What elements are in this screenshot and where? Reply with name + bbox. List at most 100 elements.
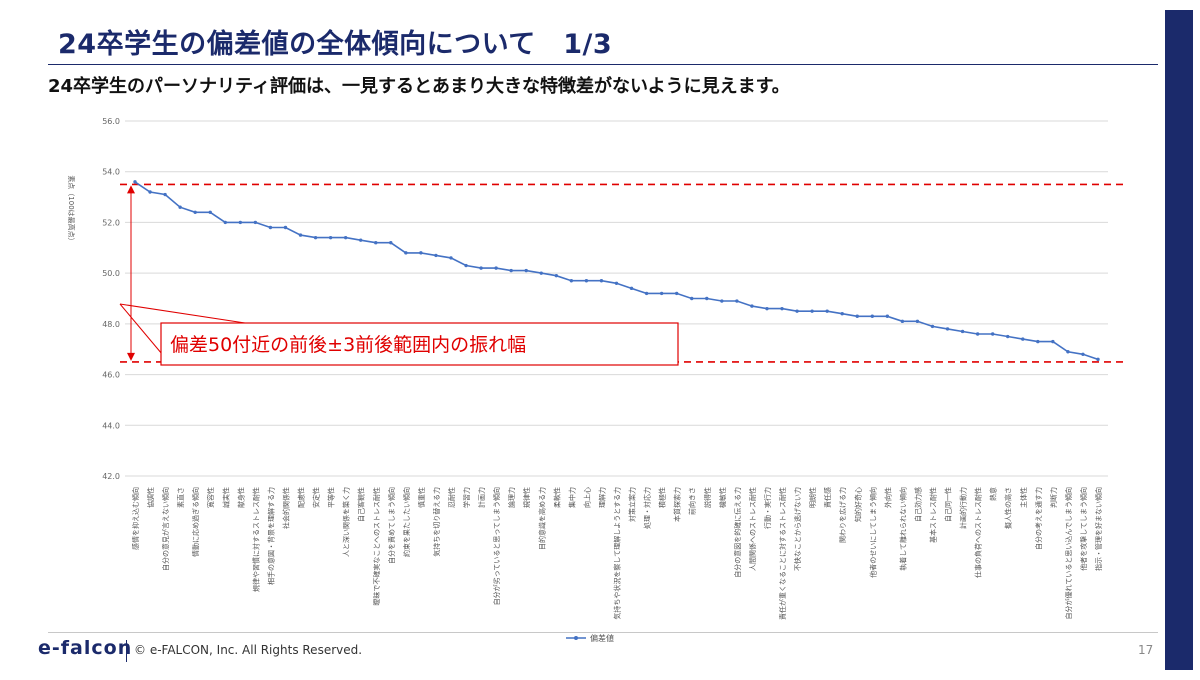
data-point <box>659 291 664 296</box>
x-tick-label: 配慮性 <box>297 487 306 508</box>
x-tick-label: 知的好奇心 <box>853 487 862 522</box>
data-point <box>238 220 243 225</box>
data-point <box>1021 337 1025 341</box>
callout-text: 偏差50付近の前後±3前後範囲内の振れ幅 <box>170 334 526 356</box>
data-point <box>343 235 348 240</box>
data-point <box>870 314 874 318</box>
x-tick-label: 規律や習慣に対するストレス耐性 <box>251 487 260 592</box>
y-tick-label: 42.0 <box>102 472 120 481</box>
x-tick-label: 目的意識を高める力 <box>537 487 546 550</box>
x-tick-label: 擬人性の高さ <box>1004 487 1013 529</box>
data-point <box>915 319 920 324</box>
chart-legend: 偏差値 <box>566 633 614 643</box>
range-arrow-head-up <box>127 185 135 194</box>
callout-pointer-top <box>119 303 246 324</box>
data-point <box>765 306 769 311</box>
data-point <box>419 251 423 255</box>
x-tick-label: 約束を果たしたい傾向 <box>402 487 411 557</box>
legend-label: 偏差値 <box>590 633 614 643</box>
slide-subtitle: 24卒学生のパーソナリティ評価は、一見するとあまり大きな特徴差がないように見えま… <box>48 76 790 97</box>
series-points <box>133 180 1100 362</box>
x-tick-label: 積極性 <box>658 487 667 508</box>
x-tick-label: 自分の意見が言えない傾向 <box>161 487 170 571</box>
x-tick-label: 指示・管理を好まない傾向 <box>1094 487 1103 571</box>
x-tick-label: 社会的関係性 <box>281 487 290 529</box>
data-point <box>705 296 709 301</box>
x-tick-label: 不快なことから逃げない力 <box>793 487 802 571</box>
x-tick-label: 規律性 <box>522 487 531 508</box>
data-point <box>328 235 333 240</box>
data-point <box>960 329 965 334</box>
x-tick-label: 他者を攻撃してしまう傾向 <box>1079 487 1088 571</box>
data-point <box>674 291 679 296</box>
data-point <box>1036 339 1040 344</box>
page-number: 17 <box>1138 643 1154 657</box>
data-point <box>945 327 950 331</box>
data-point <box>795 309 799 313</box>
x-tick-label: 計画的行動力 <box>959 487 968 529</box>
data-point <box>554 273 559 278</box>
data-point <box>569 279 574 283</box>
x-tick-label: 自分の意図を的確に伝える力 <box>733 487 742 578</box>
data-point <box>735 299 739 303</box>
data-point <box>374 241 378 245</box>
data-point <box>509 268 513 273</box>
data-point <box>975 332 980 336</box>
y-axis-ticks: 42.0 44.0 46.0 48.0 50.0 52.0 54.0 56.0 <box>102 117 120 481</box>
slide-title: 24卒学生の偏差値の全体傾向について 1/3 <box>58 29 613 60</box>
x-tick-label: 情動に応め過ぎる傾向 <box>191 487 200 557</box>
x-tick-label: 平等性 <box>327 487 336 508</box>
x-tick-label: 柔軟性 <box>552 487 561 508</box>
data-point <box>720 299 724 303</box>
x-tick-label: 誠実性 <box>221 487 230 508</box>
data-point <box>313 235 318 240</box>
data-point <box>359 238 363 242</box>
x-tick-label: 集中力 <box>567 487 576 508</box>
x-tick-label: 計画力 <box>477 487 486 508</box>
x-tick-label: 感情を抑え込む傾向 <box>131 487 140 550</box>
data-point <box>133 180 137 184</box>
x-tick-label: 熱意 <box>989 487 998 501</box>
data-point <box>223 220 227 225</box>
data-point <box>178 205 182 209</box>
x-tick-label: 仕事の負荷へのストレス耐性 <box>974 487 983 578</box>
data-point <box>1081 352 1085 356</box>
x-tick-label: 慎重性 <box>417 487 426 508</box>
logo-separator <box>126 640 127 662</box>
x-tick-label: 曖昧で不確実なことへのストレス耐性 <box>372 487 381 606</box>
data-point <box>780 306 784 311</box>
x-tick-label: 説得性 <box>703 487 712 508</box>
legend-marker <box>574 636 578 640</box>
x-tick-label: 責任感 <box>823 487 832 508</box>
x-tick-label: 気持ちや状況を察して理解しようとする力 <box>613 487 622 620</box>
data-point <box>298 233 303 237</box>
x-tick-label: 明朗性 <box>808 487 817 508</box>
x-tick-label: 処理・対応力 <box>643 487 652 529</box>
title-underline <box>48 64 1158 65</box>
data-point <box>1066 350 1070 354</box>
data-point <box>690 296 694 301</box>
x-tick-label: 判断力 <box>1049 487 1058 508</box>
data-point <box>494 266 498 270</box>
x-tick-label: 人と深い関係を築く力 <box>342 487 351 557</box>
x-tick-label: 対策立案力 <box>628 487 637 522</box>
x-tick-label: 素直さ <box>176 487 185 508</box>
range-arrow-head-down <box>127 352 135 361</box>
data-point <box>283 225 288 230</box>
company-logo: e-falcon <box>38 637 133 659</box>
data-point <box>930 324 935 329</box>
chart-gridlines <box>125 120 1108 477</box>
x-tick-label: 気持ちを切り替える力 <box>432 487 441 557</box>
y-tick-label: 48.0 <box>102 320 120 329</box>
y-tick-label: 54.0 <box>102 168 120 177</box>
data-point <box>1006 334 1010 339</box>
x-tick-label: 自分が劣っていると思ってしまう傾向 <box>492 487 501 605</box>
x-tick-label: 自分を責めてしまう傾向 <box>387 487 396 564</box>
data-point <box>434 253 438 258</box>
data-point <box>539 271 543 275</box>
data-point <box>885 314 890 318</box>
x-tick-label: 行動・実行力 <box>763 487 772 529</box>
x-tick-label: 本質探索力 <box>673 487 682 522</box>
x-tick-label: 自己客観性 <box>357 487 366 522</box>
